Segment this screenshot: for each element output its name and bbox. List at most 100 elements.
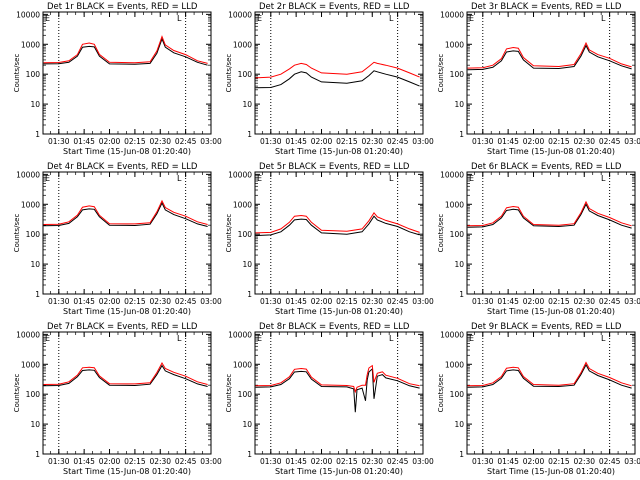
x-tick-label: 02:30: [573, 137, 595, 146]
y-axis-label: Counts/sec: [225, 214, 233, 253]
x-tick-label: 02:15: [124, 137, 146, 146]
x-axis-label: Start Time (15-Jun-08 01:20:40): [275, 147, 403, 156]
corner-mark-e: E: [45, 334, 50, 343]
y-tick-label: 10: [242, 100, 252, 109]
plot-frame: [466, 331, 636, 455]
x-tick-label: 01:30: [472, 297, 494, 306]
y-tick-label: 1: [459, 450, 464, 459]
y-tick-label: 100: [238, 230, 253, 239]
plot-frame: [42, 171, 212, 295]
x-tick-label: 02:00: [99, 297, 121, 306]
series-events: [255, 70, 420, 89]
x-axis-label: Start Time (15-Jun-08 01:20:40): [63, 467, 191, 476]
panel-title: Det 4r BLACK = Events, RED = LLD: [47, 162, 198, 172]
x-tick-label: 02:30: [361, 457, 383, 466]
x-tick-label: 02:45: [175, 457, 197, 466]
x-axis-label: Start Time (15-Jun-08 01:20:40): [63, 307, 191, 316]
series-lld: [467, 41, 632, 69]
y-tick-label: 10000: [228, 10, 252, 19]
panel-title: Det 8r BLACK = Events, RED = LLD: [259, 322, 410, 332]
y-tick-label: 10000: [228, 170, 252, 179]
y-tick-label: 100: [450, 70, 465, 79]
x-tick-label: 03:00: [412, 137, 434, 146]
y-tick-label: 1: [459, 290, 464, 299]
panel-title: Det 7r BLACK = Events, RED = LLD: [47, 322, 198, 332]
x-tick-label: 02:45: [599, 137, 621, 146]
x-tick-label: 02:45: [387, 457, 409, 466]
x-tick-label: 02:30: [361, 137, 383, 146]
x-tick-label: 01:30: [472, 457, 494, 466]
series-events: [255, 215, 420, 237]
x-tick-label: 03:00: [200, 137, 222, 146]
y-tick-label: 1000: [21, 40, 40, 49]
y-tick-label: 10000: [440, 170, 464, 179]
y-tick-label: 1000: [445, 200, 464, 209]
y-tick-label: 1000: [233, 360, 252, 369]
series-events: [255, 367, 420, 413]
y-tick-label: 10000: [440, 330, 464, 339]
x-tick-label: 03:00: [412, 457, 434, 466]
panel-3: Det 3r BLACK = Events, RED = LLD E L 1 10 100…: [437, 2, 640, 156]
series-events: [467, 44, 632, 71]
x-tick-label: 03:00: [624, 297, 640, 306]
series-lld: [43, 35, 208, 64]
x-tick-label: 02:30: [149, 457, 171, 466]
y-tick-label: 10000: [16, 170, 40, 179]
corner-mark-l: L: [601, 174, 606, 183]
panel-5: Det 5r BLACK = Events, RED = LLD E L 1 10 100…: [225, 162, 434, 316]
corner-mark-l: L: [601, 334, 606, 343]
x-tick-label: 02:15: [336, 137, 358, 146]
x-tick-label: 02:45: [387, 297, 409, 306]
x-tick-label: 03:00: [624, 457, 640, 466]
plot-frame: [466, 11, 636, 135]
y-tick-label: 10000: [16, 330, 40, 339]
x-tick-label: 02:45: [599, 297, 621, 306]
y-axis-label: Counts/sec: [437, 54, 445, 93]
y-tick-label: 1: [459, 130, 464, 139]
corner-mark-e: E: [257, 334, 262, 343]
y-tick-label: 10: [454, 420, 464, 429]
y-tick-label: 100: [450, 230, 465, 239]
corner-mark-l: L: [389, 14, 394, 23]
y-tick-label: 10: [30, 100, 40, 109]
series-lld: [255, 211, 420, 234]
corner-mark-e: E: [469, 174, 474, 183]
x-tick-label: 01:45: [285, 297, 307, 306]
y-tick-label: 1000: [445, 40, 464, 49]
corner-mark-l: L: [177, 174, 182, 183]
y-axis-label: Counts/sec: [225, 54, 233, 93]
corner-mark-l: L: [389, 334, 394, 343]
series-events: [467, 203, 632, 229]
x-tick-label: 01:30: [48, 297, 70, 306]
x-axis-label: Start Time (15-Jun-08 01:20:40): [487, 307, 615, 316]
corner-mark-e: E: [257, 174, 262, 183]
y-tick-label: 10000: [16, 10, 40, 19]
y-tick-label: 10: [242, 260, 252, 269]
y-tick-label: 100: [238, 70, 253, 79]
x-axis-label: Start Time (15-Jun-08 01:20:40): [487, 467, 615, 476]
y-tick-label: 100: [238, 390, 253, 399]
y-tick-label: 1000: [233, 200, 252, 209]
panel-6: Det 6r BLACK = Events, RED = LLD E L 1 10 100…: [437, 162, 640, 316]
corner-mark-l: L: [177, 14, 182, 23]
y-tick-label: 10: [30, 420, 40, 429]
y-tick-label: 10: [454, 260, 464, 269]
series-lld: [255, 364, 420, 394]
series-lld: [255, 61, 420, 79]
panel-1: Det 1r BLACK = Events, RED = LLD E L 1 10 100…: [13, 2, 222, 156]
x-tick-label: 02:45: [599, 457, 621, 466]
corner-mark-e: E: [257, 14, 262, 23]
panel-title: Det 1r BLACK = Events, RED = LLD: [47, 2, 198, 12]
x-axis-label: Start Time (15-Jun-08 01:20:40): [487, 147, 615, 156]
x-tick-label: 01:45: [73, 297, 95, 306]
x-tick-label: 01:45: [497, 457, 519, 466]
x-tick-label: 03:00: [412, 297, 434, 306]
x-tick-label: 01:30: [472, 137, 494, 146]
y-tick-label: 1000: [445, 360, 464, 369]
x-tick-label: 02:00: [99, 137, 121, 146]
x-tick-label: 02:15: [124, 457, 146, 466]
x-tick-label: 01:45: [285, 457, 307, 466]
corner-mark-l: L: [601, 14, 606, 23]
x-tick-label: 01:45: [285, 137, 307, 146]
